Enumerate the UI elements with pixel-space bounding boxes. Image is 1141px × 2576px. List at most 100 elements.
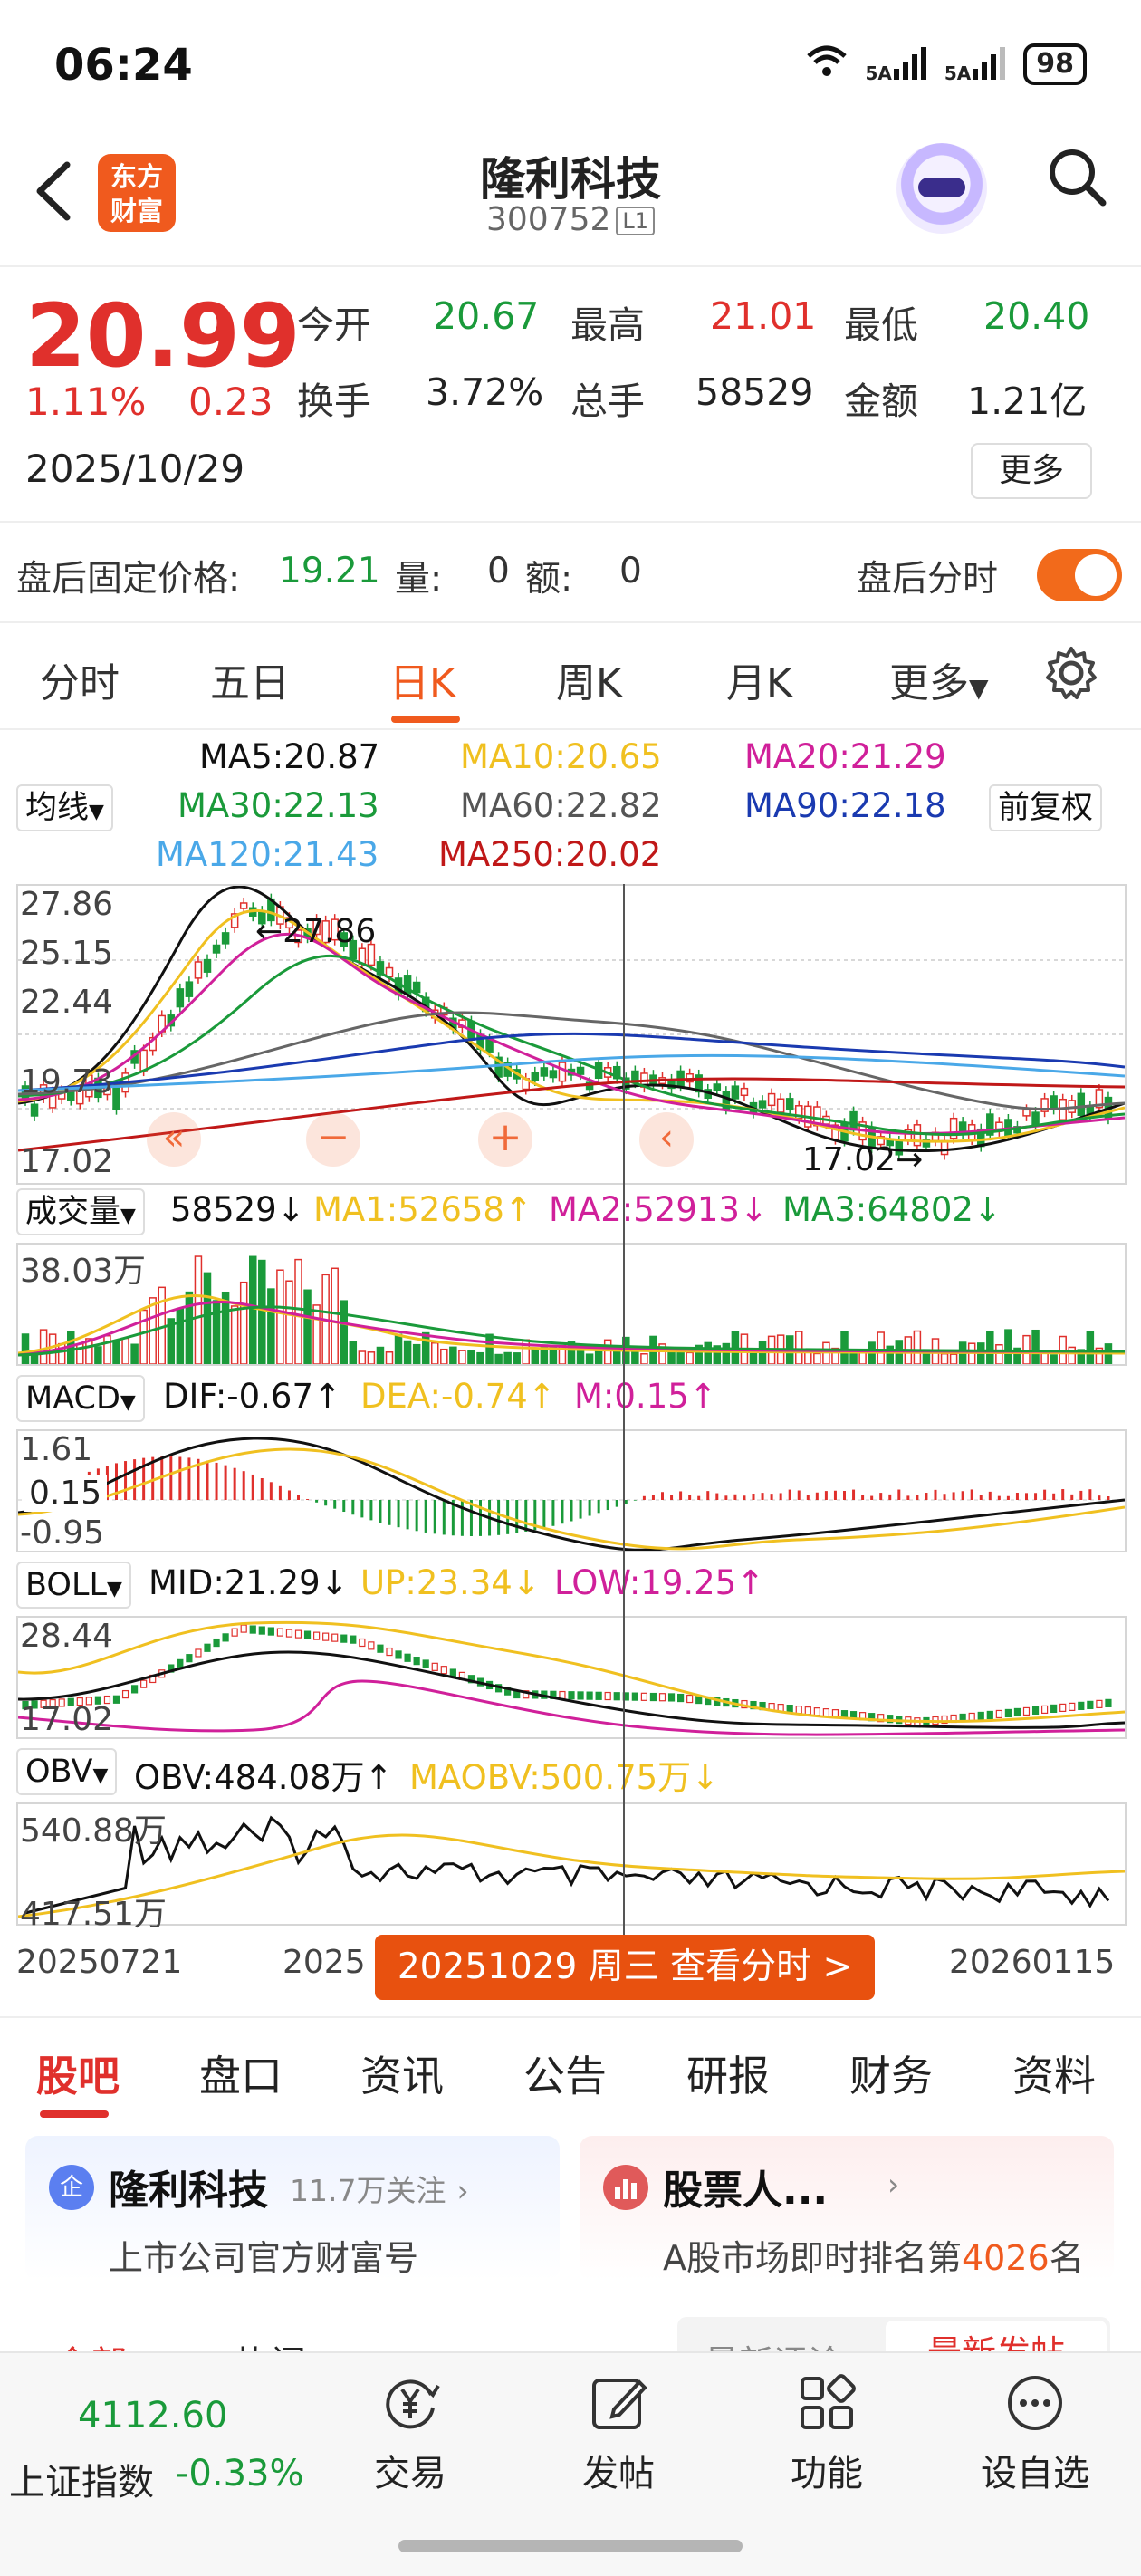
candle <box>940 1139 949 1156</box>
index-change[interactable]: -0.33% <box>176 2453 304 2494</box>
more-quote-button[interactable]: 更多 <box>971 443 1092 499</box>
tab-five-day[interactable]: 五日 <box>210 660 290 706</box>
boll-candle <box>140 1679 148 1688</box>
search-icon <box>1050 149 1107 207</box>
kline-chart-panel: MA5:20.87 MA10:20.65 MA20:21.29 均线▼ MA30… <box>0 730 1141 2016</box>
tab-profile[interactable]: 资料 <box>1012 2052 1096 2100</box>
volume-ma1-line <box>18 1293 1125 1355</box>
tab-pankou[interactable]: 盘口 <box>199 2052 283 2100</box>
candle <box>485 1039 494 1053</box>
tab-finance[interactable]: 财务 <box>849 2052 933 2100</box>
content-tabs: 股吧 盘口 资讯 公告 研报 财务 资料 <box>0 2016 1141 2125</box>
crosshair-line <box>623 884 625 1989</box>
boll-y-bottom: 17.02 <box>20 1701 114 1738</box>
eastmoney-logo[interactable]: 东方 财富 <box>98 154 176 232</box>
ma10-label: MA10:20.65 <box>460 737 662 776</box>
tab-intraday[interactable]: 分时 <box>40 660 120 706</box>
boll-candle <box>1013 1707 1021 1717</box>
boll-candle <box>103 1695 111 1705</box>
candle <box>239 902 248 909</box>
macd-selector[interactable]: MACD▼ <box>16 1375 145 1422</box>
boll-candle <box>204 1643 211 1652</box>
ma-selector[interactable]: 均线▼ <box>16 784 113 831</box>
post-button[interactable]: 发帖 <box>551 2371 686 2507</box>
boll-candle <box>813 1707 820 1716</box>
tab-monthly-k[interactable]: 月K <box>726 660 792 706</box>
volume-bar <box>21 1333 30 1364</box>
official-account-card[interactable]: 企 隆利科技 11.7万关注 › 上市公司官方财富号 <box>25 2136 560 2281</box>
boll-mid-line <box>18 1650 1125 1729</box>
functions-button[interactable]: 功能 <box>759 2371 895 2507</box>
after-hours-price: 19.21 <box>279 551 380 591</box>
chart-settings-button[interactable] <box>1043 645 1099 711</box>
volume-bar <box>695 1344 703 1364</box>
tab-news[interactable]: 资讯 <box>360 2052 444 2100</box>
kline-plot[interactable]: 27.86 25.15 22.44 19.73 17.02 ←27.86 17.… <box>16 884 1127 1185</box>
volume-bar <box>239 1281 248 1364</box>
volume-bar <box>686 1351 694 1364</box>
chevron-right-icon: › <box>887 2167 900 2202</box>
boll-candle <box>1078 1701 1085 1710</box>
tab-more[interactable]: 更多▼ <box>889 660 989 706</box>
tab-daily-k[interactable]: 日K <box>389 660 455 706</box>
boll-candle <box>303 1630 312 1639</box>
watchlist-settings-button[interactable]: 设自选 <box>967 2371 1103 2507</box>
obv-selector[interactable]: OBV▼ <box>16 1748 118 1795</box>
volume-plot[interactable]: 38.03万 <box>16 1243 1127 1366</box>
volume-bar <box>458 1350 466 1364</box>
scroll-left-button[interactable]: ‹ <box>639 1112 694 1167</box>
ranking-card[interactable]: 股票人... › A股市场即时排名第4026名 <box>580 2136 1114 2281</box>
volume-bar <box>212 1300 221 1364</box>
volume-bar <box>294 1258 302 1364</box>
volume-bar <box>331 1267 339 1364</box>
volume-selector[interactable]: 成交量▼ <box>16 1188 145 1235</box>
low-marker: 17.02→ <box>802 1141 924 1178</box>
after-hours-toggle[interactable] <box>1037 549 1122 601</box>
assistant-robot-icon[interactable] <box>896 143 987 234</box>
boll-candle <box>40 1699 47 1708</box>
macd-cursor-value: 0.15 <box>24 1475 108 1512</box>
volume-bar <box>349 1341 358 1364</box>
search-button[interactable] <box>1047 147 1107 207</box>
boll-candle <box>804 1706 811 1716</box>
back-button[interactable] <box>31 159 76 233</box>
volume-bar <box>840 1331 849 1364</box>
tab-research[interactable]: 研报 <box>686 2052 770 2100</box>
volume-bar <box>795 1331 803 1364</box>
maobv-value: MAOBV:500.75万↓ <box>409 1758 720 1797</box>
index-name[interactable]: 上证指数 <box>9 2462 154 2504</box>
boll-candle <box>76 1697 83 1706</box>
macd-plot[interactable]: 1.61 -0.95 0.15 <box>16 1429 1127 1552</box>
volume-bar <box>594 1349 603 1364</box>
zoom-out-button[interactable]: − <box>306 1112 360 1167</box>
quote-panel: 20.99 1.11% 0.23 2025/10/29 今开 20.67 最高 … <box>0 269 1141 523</box>
macd-svg <box>18 1437 1125 1551</box>
volume-bar <box>385 1351 394 1364</box>
volume-current: 58529↓ <box>170 1190 305 1229</box>
tab-announcements[interactable]: 公告 <box>523 2052 607 2100</box>
boll-candle <box>1004 1708 1012 1718</box>
boll-candle <box>285 1629 293 1638</box>
tab-weekly-k[interactable]: 周K <box>556 660 622 706</box>
boll-candle <box>1069 1702 1076 1711</box>
boll-selector[interactable]: BOLL▼ <box>16 1562 131 1609</box>
kline-y-label: 22.44 <box>20 984 114 1021</box>
view-intraday-button[interactable]: 20251029 周三 查看分时 > <box>375 1935 875 2000</box>
boll-candle <box>686 1694 694 1704</box>
more-dots-icon <box>1008 2376 1062 2430</box>
tab-guba[interactable]: 股吧 <box>36 2052 120 2100</box>
status-icons: 5A 5A 98 <box>805 43 1087 85</box>
adjust-selector[interactable]: 前复权 <box>989 784 1103 831</box>
index-value[interactable]: 4112.60 <box>78 2395 228 2437</box>
obv-plot[interactable]: 540.88万 417.51万 <box>16 1802 1127 1933</box>
boll-candle <box>22 1700 29 1710</box>
high-value: 21.01 <box>710 294 817 338</box>
scroll-left-fast-button[interactable]: « <box>147 1112 201 1167</box>
zoom-in-button[interactable]: + <box>478 1112 532 1167</box>
ranking-card-title: 股票人... <box>663 2167 829 2214</box>
boll-plot[interactable]: 28.44 17.02 <box>16 1616 1127 1739</box>
boll-candle <box>595 1691 602 1700</box>
boll-candle <box>368 1641 375 1650</box>
change-amount: 0.23 <box>188 380 273 424</box>
trade-button[interactable]: 交易 <box>342 2371 478 2507</box>
